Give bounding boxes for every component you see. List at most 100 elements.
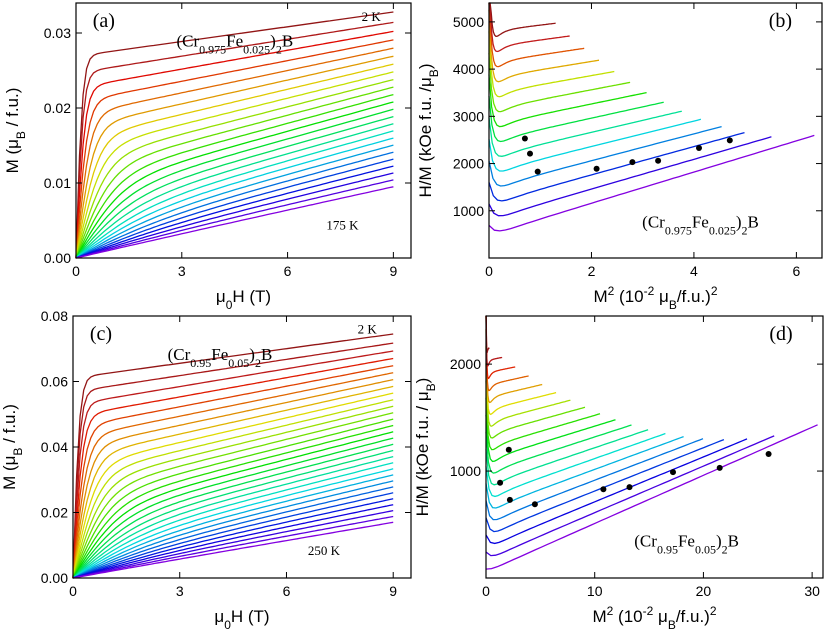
panel-b: 0 2 4 6 1000 2000 3000 4000 5000 M2 (10-2 μB/f.u.… xyxy=(416,2,823,312)
annotation-a-0: 2 K xyxy=(362,9,382,24)
series-line-d-6 xyxy=(485,432,666,498)
series-line-b-7 xyxy=(488,74,647,128)
series-line-a-13 xyxy=(75,115,394,259)
y-tick-label-b-2: 3000 xyxy=(453,108,484,124)
series-line-a-5 xyxy=(75,55,394,259)
series-line-d-15 xyxy=(485,315,529,392)
series-line-b-13 xyxy=(489,2,556,37)
series-line-a-16 xyxy=(75,137,394,259)
annotation-c-1: 250 K xyxy=(308,543,341,558)
series-line-a-0 xyxy=(75,11,394,259)
marker-point-d-2 xyxy=(506,496,513,503)
series-line-a-22 xyxy=(75,179,394,259)
series-line-c-18 xyxy=(72,455,394,579)
y-tick-label-a-2: 0.02 xyxy=(44,100,71,116)
y-tick-label-c-3: 0.06 xyxy=(41,374,68,390)
series-line-a-1 xyxy=(75,21,394,259)
series-line-b-12 xyxy=(488,2,570,53)
series-line-b-0 xyxy=(488,134,815,232)
series-line-c-14 xyxy=(72,431,394,579)
x-tick-label-d-1: 10 xyxy=(587,583,603,599)
marker-point-d-3 xyxy=(531,501,538,508)
x-tick-label-c-2: 6 xyxy=(283,583,291,599)
series-line-d-5 xyxy=(485,435,684,509)
series-line-c-17 xyxy=(72,449,394,579)
marker-point-d-1 xyxy=(505,446,512,453)
y-tick-label-b-0: 1000 xyxy=(453,203,484,219)
y-axis-label-b: H/M (kOe f.u. /μB) xyxy=(416,64,441,198)
y-tick-label-a-0: 0.00 xyxy=(44,250,71,266)
series-line-c-21 xyxy=(72,474,394,579)
series-line-c-0 xyxy=(72,333,394,579)
x-tick-label-c-3: 9 xyxy=(389,583,397,599)
panel-c: 0 3 6 9 0.00 0.02 0.04 0.06 0.08 μ0H (T) M (μB / f… xyxy=(0,308,412,632)
series-line-b-8 xyxy=(488,52,631,113)
series-line-c-4 xyxy=(72,365,394,579)
series-line-b-11 xyxy=(488,2,585,68)
series-group-c xyxy=(72,333,394,579)
series-line-c-13 xyxy=(72,424,394,579)
marker-point-d-6 xyxy=(670,469,676,476)
marker-point-d-0 xyxy=(497,479,504,486)
series-line-b-9 xyxy=(488,31,615,98)
series-line-c-23 xyxy=(72,486,394,579)
series-line-a-12 xyxy=(75,108,394,259)
series-line-d-11 xyxy=(485,380,586,439)
y-tick-label-c-2: 0.04 xyxy=(41,439,68,455)
y-tick-label-b-1: 2000 xyxy=(453,156,484,172)
series-line-d-12 xyxy=(485,363,571,427)
series-group-a xyxy=(75,11,394,259)
marker-point-b-0 xyxy=(521,135,528,142)
series-line-a-4 xyxy=(75,47,394,259)
x-tick-label-b-1: 2 xyxy=(588,263,596,279)
y-tick-label-a-3: 0.03 xyxy=(44,25,71,41)
panel-label-a: (a) xyxy=(93,10,115,32)
series-line-d-3 xyxy=(485,438,725,533)
x-tick-label-c-0: 0 xyxy=(69,583,77,599)
series-line-c-25 xyxy=(72,498,394,579)
x-tick-label-d-0: 0 xyxy=(482,583,490,599)
series-line-a-10 xyxy=(75,93,394,259)
series-line-c-8 xyxy=(72,392,394,579)
series-line-d-14 xyxy=(485,329,543,404)
panel-label-b: (b) xyxy=(769,10,792,32)
x-tick-label-a-3: 9 xyxy=(389,263,397,279)
series-group-d xyxy=(485,315,818,570)
series-line-a-7 xyxy=(75,71,394,259)
panel-label-d: (d) xyxy=(769,323,792,345)
series-line-c-6 xyxy=(72,378,394,579)
y-tick-label-c-1: 0.02 xyxy=(41,505,68,521)
panel-label-c: (c) xyxy=(90,323,112,345)
x-tick-label-b-0: 0 xyxy=(485,263,493,279)
compound-label-b: (Cr0.975Fe0.025)2B xyxy=(642,212,759,237)
y-axis-label-a: M (μB / f.u.) xyxy=(3,88,28,174)
x-tick-label-d-3: 30 xyxy=(804,583,820,599)
series-line-c-16 xyxy=(72,443,394,579)
marker-point-b-1 xyxy=(527,150,533,157)
series-line-d-4 xyxy=(485,438,704,521)
y-tick-label-b-4: 5000 xyxy=(453,14,484,30)
series-line-c-27 xyxy=(72,509,394,579)
series-line-c-1 xyxy=(72,342,394,579)
series-line-d-13 xyxy=(485,346,557,416)
series-line-d-0 xyxy=(485,424,818,570)
marker-point-b-6 xyxy=(696,145,702,151)
y-axis-label-c: M (μB / f.u.) xyxy=(0,404,25,490)
plot-frame-d xyxy=(485,315,824,579)
y-tick-label-c-0: 0.00 xyxy=(41,570,68,586)
x-tick-label-c-1: 3 xyxy=(176,583,184,599)
compound-label-c: (Cr0.95Fe0.05)2B xyxy=(168,345,273,370)
series-line-c-19 xyxy=(72,462,394,579)
series-line-a-23 xyxy=(75,186,394,259)
series-line-c-20 xyxy=(72,468,394,579)
series-line-a-9 xyxy=(75,86,394,259)
series-line-b-4 xyxy=(488,118,702,172)
x-axis-label-b: M2 (10-2 μB/f.u.)2 xyxy=(593,284,717,312)
series-line-d-9 xyxy=(485,414,616,463)
series-line-c-22 xyxy=(72,480,394,579)
marker-point-b-2 xyxy=(534,168,541,175)
series-line-b-3 xyxy=(488,125,722,187)
series-line-a-11 xyxy=(75,101,394,259)
series-line-c-5 xyxy=(72,372,394,579)
